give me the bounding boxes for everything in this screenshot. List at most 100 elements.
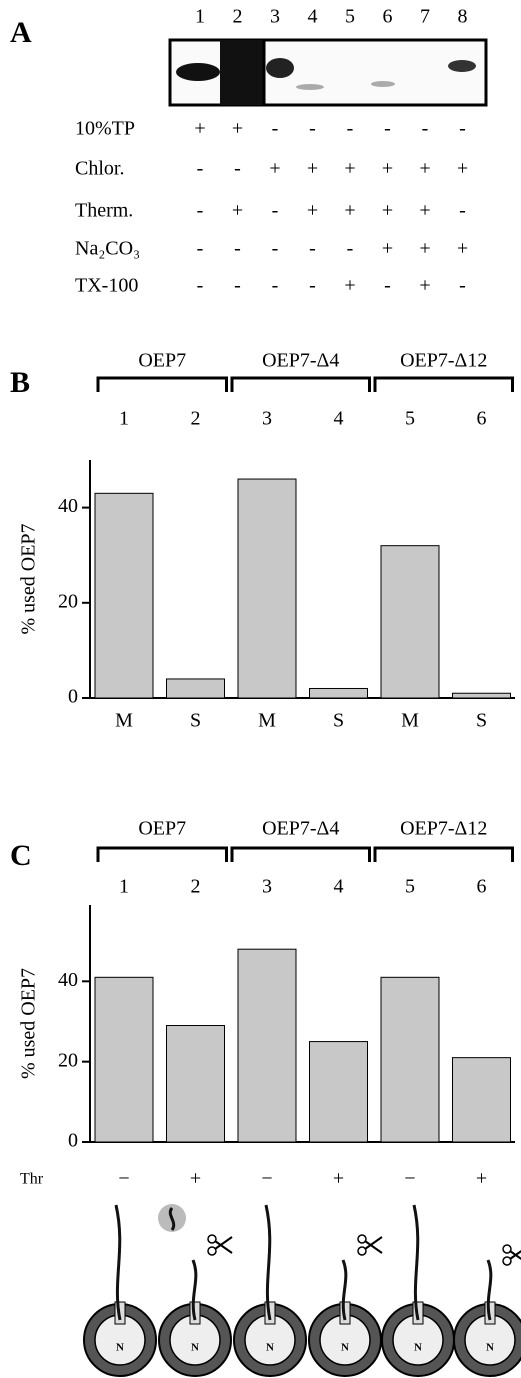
column-label: 3: [262, 876, 272, 898]
condition-mark: -: [272, 118, 279, 140]
cleaved-fragment: [168, 1207, 176, 1231]
group-bracket: [373, 846, 514, 862]
x-tick-label: −: [404, 1168, 415, 1190]
x-tick-label: S: [333, 710, 344, 732]
n-terminus: N: [266, 1342, 274, 1354]
condition-mark: -: [459, 118, 466, 140]
group-bracket: [230, 846, 371, 862]
bar: [237, 948, 297, 1143]
protein-chain: [486, 1259, 493, 1321]
lane-number: 3: [270, 6, 280, 28]
condition-mark: -: [272, 275, 279, 297]
group-bracket: [96, 846, 228, 862]
group-label: OEP7-Δ4: [262, 350, 339, 372]
gel: [168, 38, 488, 107]
lane-number: 5: [345, 6, 355, 28]
condition-mark: -: [309, 118, 316, 140]
condition-mark: +: [382, 200, 393, 222]
n-terminus: N: [486, 1342, 494, 1354]
y-axis-label: % used OEP7: [18, 523, 40, 634]
condition-mark: -: [459, 200, 466, 222]
y-tick-label: 40: [58, 495, 78, 517]
bar: [94, 492, 154, 699]
scissors: [214, 1236, 233, 1254]
bar: [452, 1057, 511, 1143]
column-label: 6: [477, 876, 487, 898]
x-tick-label: M: [258, 710, 276, 732]
scissors: [357, 1246, 367, 1256]
scissors: [364, 1236, 383, 1254]
group-bracket: [373, 376, 514, 392]
condition-mark: -: [347, 238, 354, 260]
panel-label: B: [10, 366, 30, 399]
bar: [380, 545, 440, 699]
y-axis-label: % used OEP7: [18, 968, 40, 1079]
condition-mark: +: [419, 158, 430, 180]
panel-label: C: [10, 839, 32, 872]
column-label: 3: [262, 408, 272, 430]
condition-mark: +: [382, 158, 393, 180]
column-label: 5: [405, 876, 415, 898]
lane-number: 7: [420, 6, 430, 28]
protein-chain: [412, 1204, 420, 1321]
column-label: 1: [119, 408, 129, 430]
scissors: [357, 1234, 367, 1244]
x-tick-label: +: [333, 1168, 344, 1190]
y-tick-label: 40: [58, 969, 78, 991]
condition-mark: -: [234, 238, 241, 260]
bar: [166, 1025, 225, 1143]
column-label: 4: [334, 408, 344, 430]
condition-mark: -: [384, 275, 391, 297]
scissors: [207, 1246, 217, 1256]
protein-chain: [264, 1204, 272, 1321]
row-label: Na₂CO₃: [75, 238, 140, 260]
y-tick-label: 20: [58, 1049, 78, 1071]
bar: [380, 976, 440, 1143]
condition-mark: +: [344, 158, 355, 180]
group-label: OEP7-Δ4: [262, 818, 339, 840]
bar: [166, 678, 225, 699]
n-terminus: N: [341, 1342, 349, 1354]
condition-mark: -: [422, 118, 429, 140]
panel-label: A: [10, 16, 32, 49]
row-label: Thr: [20, 1171, 44, 1188]
bar: [237, 478, 297, 699]
group-bracket: [96, 376, 228, 392]
condition-mark: -: [347, 118, 354, 140]
group-label: OEP7: [138, 350, 186, 372]
bar: [309, 687, 368, 699]
condition-mark: +: [307, 200, 318, 222]
column-label: 2: [191, 408, 201, 430]
y-tick-label: 0: [68, 686, 78, 708]
lane-number: 4: [308, 6, 318, 28]
condition-mark: -: [197, 158, 204, 180]
condition-mark: -: [272, 200, 279, 222]
condition-mark: +: [457, 238, 468, 260]
scissors: [509, 1250, 521, 1260]
condition-mark: +: [232, 200, 243, 222]
protein-chain: [341, 1259, 348, 1321]
condition-mark: -: [197, 238, 204, 260]
n-terminus: N: [414, 1342, 422, 1354]
lane-number: 8: [458, 6, 468, 28]
n-terminus: N: [191, 1342, 199, 1354]
condition-mark: +: [419, 200, 430, 222]
condition-mark: +: [307, 158, 318, 180]
group-label: OEP7-Δ12: [400, 818, 487, 840]
condition-mark: -: [309, 238, 316, 260]
x-tick-label: −: [261, 1168, 272, 1190]
condition-mark: -: [309, 275, 316, 297]
condition-mark: +: [232, 118, 243, 140]
condition-mark: -: [272, 238, 279, 260]
condition-mark: +: [382, 238, 393, 260]
n-terminus: N: [116, 1342, 124, 1354]
row-label: TX-100: [75, 275, 138, 297]
x-tick-label: −: [118, 1168, 129, 1190]
group-label: OEP7: [138, 818, 186, 840]
column-label: 2: [191, 876, 201, 898]
bar: [94, 976, 154, 1143]
condition-mark: +: [269, 158, 280, 180]
condition-mark: -: [197, 275, 204, 297]
x-tick-label: +: [476, 1168, 487, 1190]
x-tick-label: +: [190, 1168, 201, 1190]
